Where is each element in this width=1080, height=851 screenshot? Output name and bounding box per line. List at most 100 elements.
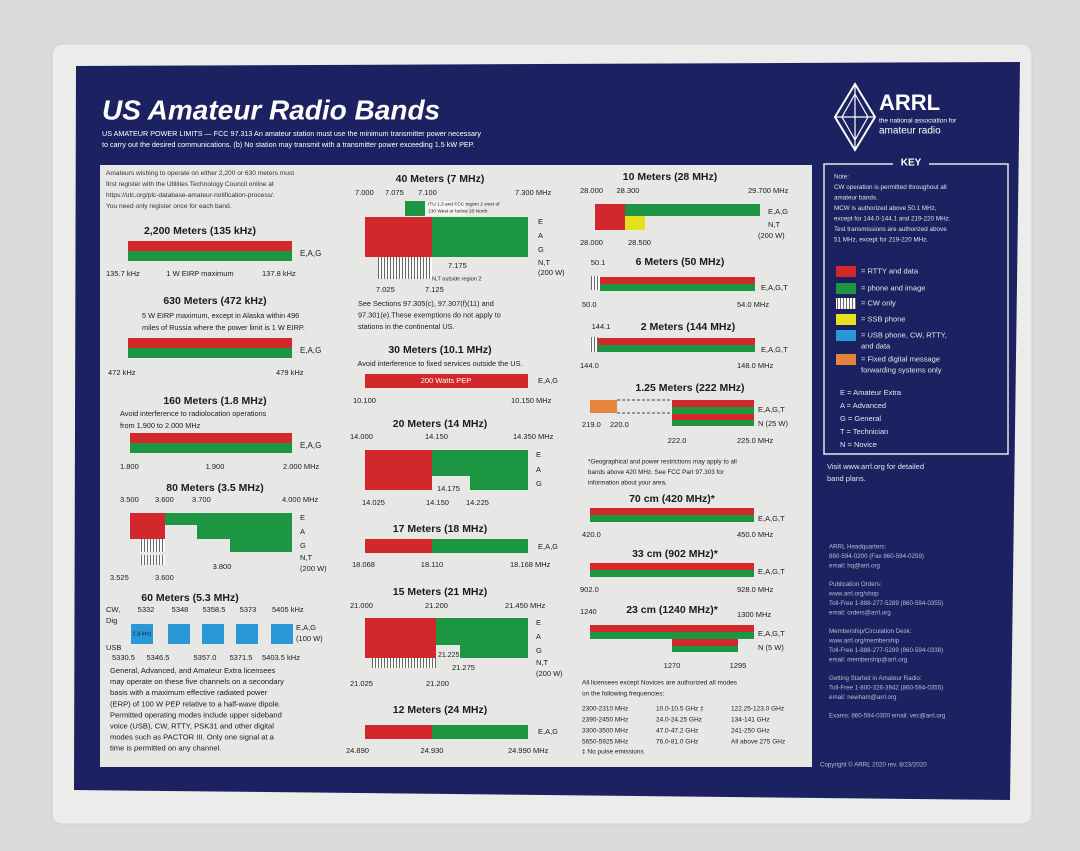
label: G: [300, 541, 306, 550]
label: 1300 MHz: [737, 610, 771, 619]
band-title: 80 Meters (3.5 MHz): [166, 482, 263, 494]
page-title: US Amateur Radio Bands: [102, 94, 440, 125]
band-title: 6 Meters (50 MHz): [636, 256, 725, 268]
label: 7.175: [448, 261, 467, 270]
contact-text: email: membership@arrl.org: [829, 657, 908, 664]
band-note: See Sections 97.305(c), 97.307(f)(11) an…: [358, 299, 494, 308]
band-segment: [432, 450, 528, 476]
contact-text: email: newham@arrl.org: [829, 694, 897, 701]
label: 5357.0: [194, 653, 217, 662]
label: 14.225: [466, 498, 489, 507]
label: N (25 W): [758, 419, 789, 428]
label: 10.100: [353, 396, 376, 405]
label: 10.150 MHz: [511, 396, 552, 405]
label: 2.000 MHz: [283, 462, 320, 471]
band-note: miles of Russia where the power limit is…: [142, 323, 305, 332]
logo-subtitle: amateur radio: [879, 126, 941, 137]
band-segment: [600, 277, 755, 284]
band-segment: [365, 450, 432, 490]
inset-text: 130 West or below 20 North: [428, 208, 488, 214]
power-limits: to carry out the desired communications.…: [102, 140, 475, 149]
label: Dig: [106, 616, 117, 625]
label: A: [536, 465, 541, 474]
table-cell: All above 275 GHz: [731, 739, 785, 746]
label: 5371.5: [230, 653, 253, 662]
label: N (5 W): [758, 643, 784, 652]
label: 24.990 MHz: [508, 746, 549, 755]
key-class: N = Novice: [840, 440, 877, 449]
power-limits: US AMATEUR POWER LIMITS — FCC 97.313 An …: [102, 129, 481, 138]
band-note: General, Advanced, and Amateur Extra lic…: [110, 666, 276, 675]
band-note: Avoid interference to radiolocation oper…: [120, 409, 267, 418]
band-title: 10 Meters (28 MHz): [623, 171, 718, 183]
label: E: [538, 217, 543, 226]
key-label: = USB phone, CW, RTTY,: [861, 330, 947, 339]
band-segment: [365, 374, 528, 388]
key-note: CW operation is permitted throughout all: [834, 184, 947, 191]
table-cell: 76.0-81.0 GHz: [656, 739, 698, 746]
label: E,A,G: [300, 441, 321, 450]
intro-text: first register with the Utilities Techno…: [106, 181, 274, 188]
band-segment: [230, 539, 292, 552]
label: 21.450 MHz: [505, 601, 546, 610]
band-segment: [591, 276, 600, 290]
band-note: from 1.900 to 2.000 MHz: [120, 421, 201, 430]
key-swatch: [836, 354, 856, 365]
band-segment: [672, 639, 738, 646]
key-swatch: [836, 298, 856, 309]
contact-text: email: orders@arrl.org: [829, 610, 891, 617]
band-segment: [590, 337, 598, 352]
label: E,A,G: [300, 346, 321, 355]
label: 928.0 MHz: [737, 585, 774, 594]
band-segment: [140, 555, 165, 565]
label: E,A,G: [296, 623, 316, 632]
label: 18.110: [421, 560, 443, 569]
band-segment: [372, 658, 436, 668]
band-segment: [590, 508, 754, 515]
label: 14.025: [362, 498, 385, 507]
label: E,A,G,T: [761, 345, 788, 354]
inset-text: ITU 1,3 and FCC region 2 west of: [428, 201, 500, 207]
label: 1 W EIRP maximum: [166, 269, 233, 278]
key-label: forwarding systems only: [861, 365, 942, 374]
contact-text: ARRL Headquarters:: [829, 544, 886, 551]
label: 148.0 MHz: [737, 361, 774, 370]
label: (100 W): [296, 634, 323, 643]
table-cell: 241-250 GHz: [731, 728, 770, 735]
label: N,T: [536, 658, 549, 667]
label: 144.0: [580, 361, 599, 370]
label: 28.500: [628, 238, 651, 247]
band-segment: [470, 476, 528, 490]
band-segment: [598, 338, 755, 345]
label: E,A,G: [300, 249, 321, 258]
band-title: 630 Meters (472 kHz): [163, 295, 266, 307]
band-note: (ERP) of 100 W PEP relative to a half-wa…: [110, 699, 281, 708]
band-segment: [197, 525, 292, 539]
band-segment: [365, 539, 432, 553]
channel-label: 2.8 kHz: [133, 631, 152, 637]
label: 21.200: [426, 679, 449, 688]
key-note: except for 144.0-144.1 and 219-220 MHz.: [834, 216, 951, 223]
key-swatch: [836, 266, 856, 277]
contact-text: Exams: 860-594-0300 email: vec@arrl.org: [829, 713, 946, 720]
label: 21.000: [350, 601, 373, 610]
label: E: [300, 513, 305, 522]
band-segment: [432, 243, 528, 257]
visit-text: Visit www.arrl.org for detailed: [827, 462, 924, 471]
band-title: 2 Meters (144 MHz): [641, 321, 736, 333]
label: 1295: [730, 661, 747, 670]
band-segment: [590, 515, 754, 522]
label: 5403.5 kHz: [262, 653, 300, 662]
label: (200 W): [300, 564, 327, 573]
label: 1240: [580, 607, 597, 616]
label: 14.000: [350, 432, 373, 441]
band-title: 70 cm (420 MHz)*: [629, 493, 716, 505]
label: 7.100: [418, 188, 437, 197]
band-note: All licensees except Novices are authori…: [582, 680, 738, 687]
band-segment: [128, 348, 292, 358]
intro-text: You need only register once for each ban…: [106, 203, 232, 210]
band-title: 33 cm (902 MHz)*: [632, 548, 719, 560]
key-label: = CW only: [861, 298, 896, 307]
band-note: 97.301(e).These exemptions do not apply …: [358, 310, 501, 319]
band-segment: [365, 725, 432, 739]
